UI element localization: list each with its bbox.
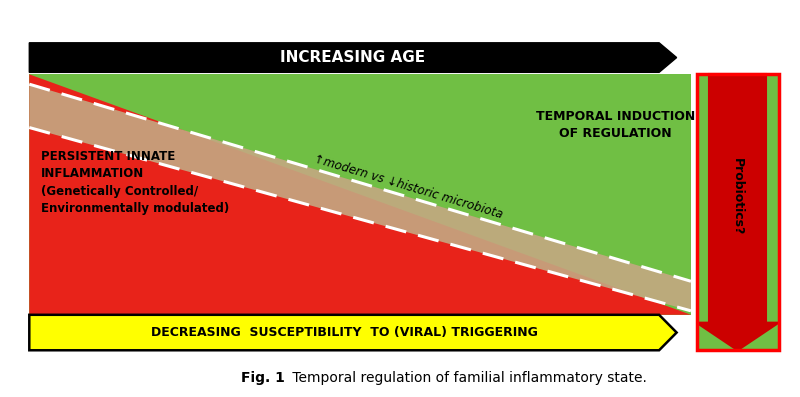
Polygon shape: [30, 84, 691, 311]
Text: TEMPORAL INDUCTION
OF REGULATION: TEMPORAL INDUCTION OF REGULATION: [536, 110, 695, 140]
Text: INCREASING AGE: INCREASING AGE: [280, 50, 425, 65]
FancyArrow shape: [30, 43, 677, 72]
Polygon shape: [709, 74, 766, 323]
Text: DECREASING  SUSCEPTIBILITY  TO (VIRAL) TRIGGERING: DECREASING SUSCEPTIBILITY TO (VIRAL) TRI…: [150, 326, 538, 339]
FancyArrow shape: [30, 315, 677, 350]
Text: Fig. 1: Fig. 1: [241, 371, 285, 385]
Polygon shape: [30, 74, 691, 315]
Polygon shape: [697, 323, 778, 350]
Text: Temporal regulation of familial inflammatory state.: Temporal regulation of familial inflamma…: [288, 371, 647, 385]
Polygon shape: [30, 74, 691, 315]
Polygon shape: [697, 74, 778, 350]
Text: Probiotics?: Probiotics?: [731, 158, 744, 235]
Text: ↑modern vs ↓historic microbiota: ↑modern vs ↓historic microbiota: [312, 152, 504, 221]
Text: PERSISTENT INNATE
INFLAMMATION
(Genetically Controlled/
Environmentally modulate: PERSISTENT INNATE INFLAMMATION (Genetica…: [42, 150, 230, 216]
